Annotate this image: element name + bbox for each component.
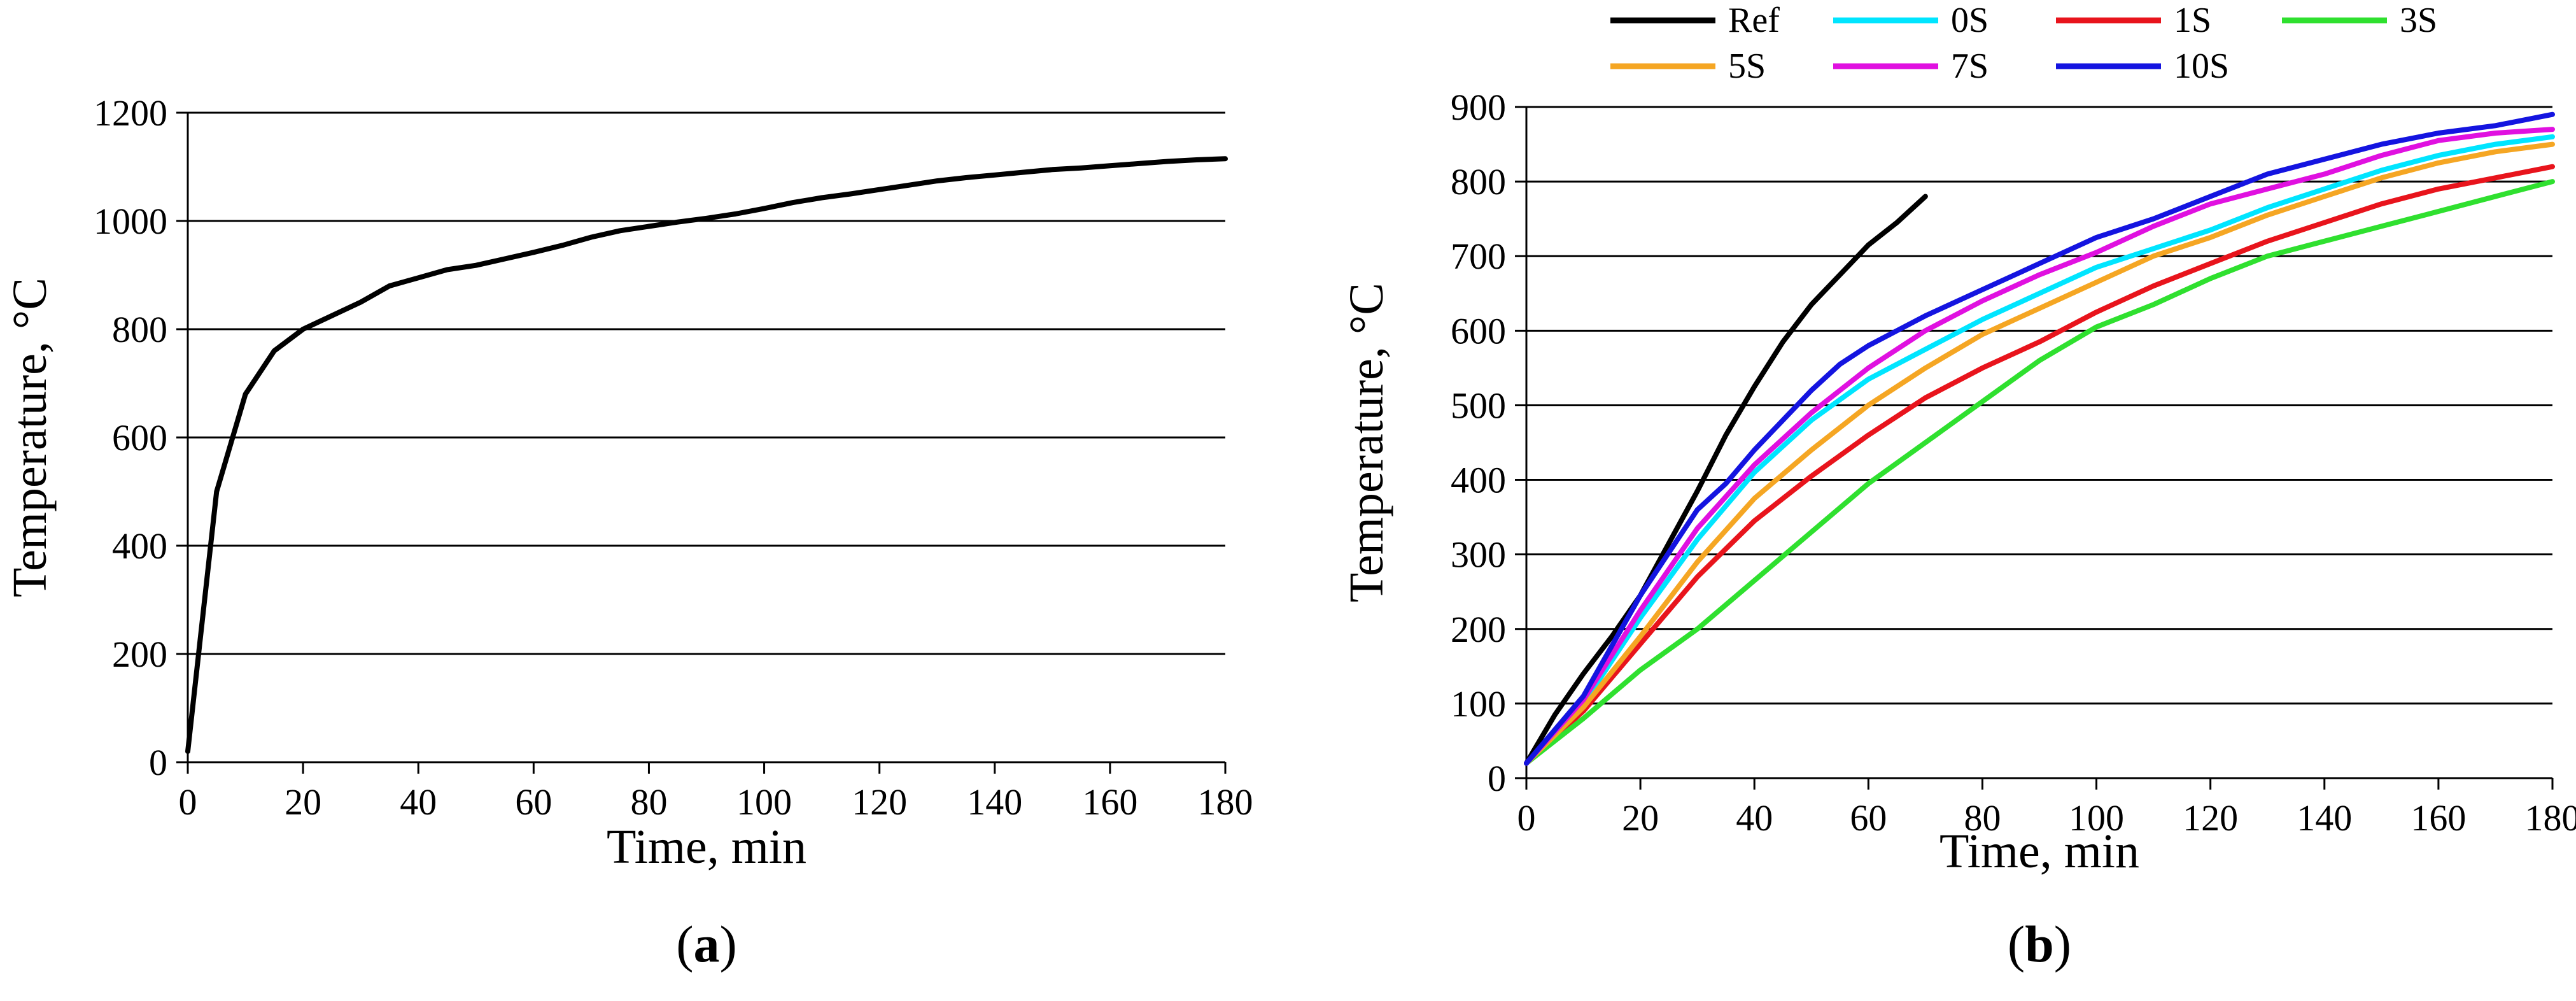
panel-caption-letter: b bbox=[2025, 915, 2054, 973]
series-line-10s bbox=[1524, 111, 2555, 766]
panel-caption-letter: a bbox=[694, 915, 720, 973]
y-tick-label: 200 bbox=[112, 634, 167, 675]
series-line-ref bbox=[1524, 194, 1928, 766]
legend-item-5s: 5S bbox=[1610, 46, 1766, 86]
legend-label: 1S bbox=[2174, 1, 2211, 40]
x-tick-label: 180 bbox=[2525, 797, 2576, 839]
x-axis-title: Time, min bbox=[607, 820, 806, 874]
panel-b: 0 100 200 300 400 500 600 700 800 900 0 20 40 60 80 100… bbox=[1340, 1, 2576, 973]
x-tick-label: 140 bbox=[2297, 797, 2352, 839]
y-tick-label: 400 bbox=[112, 525, 167, 567]
x-tick-label: 60 bbox=[1850, 797, 1887, 839]
x-tick-label: 40 bbox=[400, 781, 437, 823]
legend-label: 5S bbox=[1728, 46, 1766, 86]
x-tick-label: 140 bbox=[967, 781, 1022, 823]
series-line-5s bbox=[1524, 141, 2555, 766]
series-line-3s bbox=[1524, 179, 2555, 766]
y-tick-label: 800 bbox=[112, 309, 167, 350]
y-tick-label: 0 bbox=[149, 742, 167, 783]
x-tick-label: 100 bbox=[736, 781, 792, 823]
x-tick-label: 160 bbox=[1082, 781, 1137, 823]
x-tick-label: 60 bbox=[515, 781, 552, 823]
y-tick-label: 500 bbox=[1451, 385, 1506, 426]
series-line-7s bbox=[1524, 127, 2555, 766]
x-tick-label: 180 bbox=[1198, 781, 1253, 823]
y-tick-label: 700 bbox=[1451, 236, 1506, 277]
y-tick-label: 1000 bbox=[94, 201, 167, 242]
y-tick-label: 100 bbox=[1451, 683, 1506, 725]
y-axis-title: Temperature, °C bbox=[1340, 283, 1393, 602]
legend-item-10s: 10S bbox=[2056, 46, 2229, 86]
legend-label: 7S bbox=[1951, 46, 1988, 86]
y-tick-label: 1200 bbox=[94, 92, 167, 134]
y-tick-label: 0 bbox=[1488, 758, 1506, 799]
x-tick-label: 80 bbox=[630, 781, 667, 823]
y-axis-title: Temperature, °C bbox=[3, 278, 57, 597]
legend-item-ref: Ref bbox=[1610, 1, 1780, 40]
x-tick-label: 20 bbox=[1622, 797, 1659, 839]
legend-item-0s: 0S bbox=[1833, 1, 1988, 40]
x-tick-label: 100 bbox=[2069, 797, 2124, 839]
legend-item-1s: 1S bbox=[2056, 1, 2211, 40]
x-tick-label: 120 bbox=[852, 781, 907, 823]
panel-a: 0 200 400 600 800 1000 1200 0 20 40 60 80 100 120 140 1… bbox=[3, 92, 1253, 973]
x-tick-label: 0 bbox=[179, 781, 197, 823]
series-line-0s bbox=[1524, 134, 2555, 766]
legend-item-3s: 3S bbox=[2282, 1, 2437, 40]
y-tick-label: 300 bbox=[1451, 534, 1506, 576]
x-tick-label: 120 bbox=[2183, 797, 2238, 839]
series-line-fire-curve bbox=[185, 156, 1228, 754]
legend-label: 10S bbox=[2174, 46, 2229, 86]
x-axis-title: Time, min bbox=[1939, 825, 2139, 878]
y-tick-label: 200 bbox=[1451, 609, 1506, 650]
legend-item-7s: 7S bbox=[1833, 46, 1988, 86]
legend-label: Ref bbox=[1728, 1, 1780, 40]
y-tick-label: 600 bbox=[112, 417, 167, 458]
x-tick-label: 80 bbox=[1964, 797, 2001, 839]
panel-caption: (a) bbox=[676, 915, 737, 973]
y-tick-label: 900 bbox=[1451, 87, 1506, 128]
legend-label: 3S bbox=[2400, 1, 2437, 40]
x-tick-label: 160 bbox=[2411, 797, 2466, 839]
y-tick-label: 400 bbox=[1451, 460, 1506, 501]
y-tick-label: 800 bbox=[1451, 161, 1506, 202]
legend-label: 0S bbox=[1951, 1, 1988, 40]
series-line-1s bbox=[1524, 164, 2555, 766]
panel-caption: (b) bbox=[2008, 915, 2071, 973]
x-tick-label: 20 bbox=[285, 781, 321, 823]
x-tick-label: 40 bbox=[1736, 797, 1773, 839]
x-tick-label: 0 bbox=[1517, 797, 1536, 839]
y-tick-label: 600 bbox=[1451, 310, 1506, 351]
